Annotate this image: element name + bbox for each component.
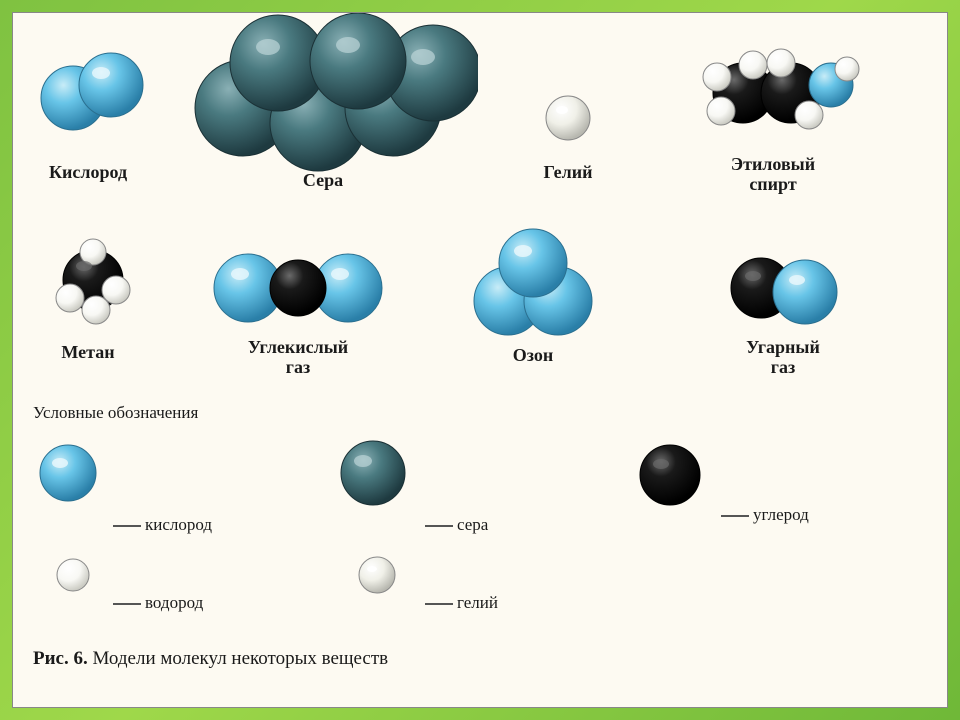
dash-icon — [113, 603, 141, 605]
diagram-panel: Кислород Сера Гелий Этиловый спирт — [12, 12, 948, 708]
label-helium: Гелий — [523, 163, 613, 183]
label-ethanol: Этиловый спирт — [703, 155, 843, 195]
legend-sulfur-atom — [333, 433, 413, 513]
legend-hydrogen-row: водород — [113, 593, 203, 613]
legend-carbon-atom — [633, 438, 707, 512]
molecule-sulfur — [168, 13, 478, 173]
legend-sulfur-row: сера — [425, 515, 488, 535]
legend-carbon-row: углерод — [721, 505, 809, 525]
label-co: Угарный газ — [713, 338, 853, 378]
label-sulfur: Сера — [273, 171, 373, 191]
dash-icon — [425, 525, 453, 527]
dash-icon — [425, 603, 453, 605]
label-ozone: Озон — [483, 346, 583, 366]
label-methane: Метан — [43, 343, 133, 363]
label-co2: Углекислый газ — [213, 338, 383, 378]
molecule-co — [713, 238, 853, 338]
legend-helium-row: гелий — [425, 593, 498, 613]
molecule-ethanol — [673, 33, 863, 153]
legend-oxygen-label: кислород — [145, 515, 212, 534]
dash-icon — [721, 515, 749, 517]
legend-oxygen-row: кислород — [113, 515, 212, 535]
legend-title: Условные обозначения — [33, 403, 198, 423]
legend-sulfur-label: сера — [457, 515, 488, 534]
legend-helium-label: гелий — [457, 593, 498, 612]
legend-hydrogen-atom — [51, 553, 95, 597]
legend-carbon-label: углерод — [753, 505, 809, 524]
label-oxygen: Кислород — [33, 163, 143, 183]
legend-helium-atom — [353, 551, 401, 599]
caption-text: Модели молекул некоторых веществ — [88, 648, 388, 669]
legend-hydrogen-label: водород — [145, 593, 203, 612]
molecule-co2 — [198, 238, 398, 338]
molecule-methane — [38, 228, 148, 338]
caption-prefix: Рис. 6. — [33, 648, 88, 669]
legend-oxygen-atom — [33, 438, 103, 508]
molecule-oxygen — [33, 43, 153, 153]
dash-icon — [113, 525, 141, 527]
figure-caption: Рис. 6. Модели молекул некоторых веществ — [33, 648, 388, 670]
molecule-ozone — [453, 223, 613, 343]
molecule-helium — [533, 83, 603, 153]
